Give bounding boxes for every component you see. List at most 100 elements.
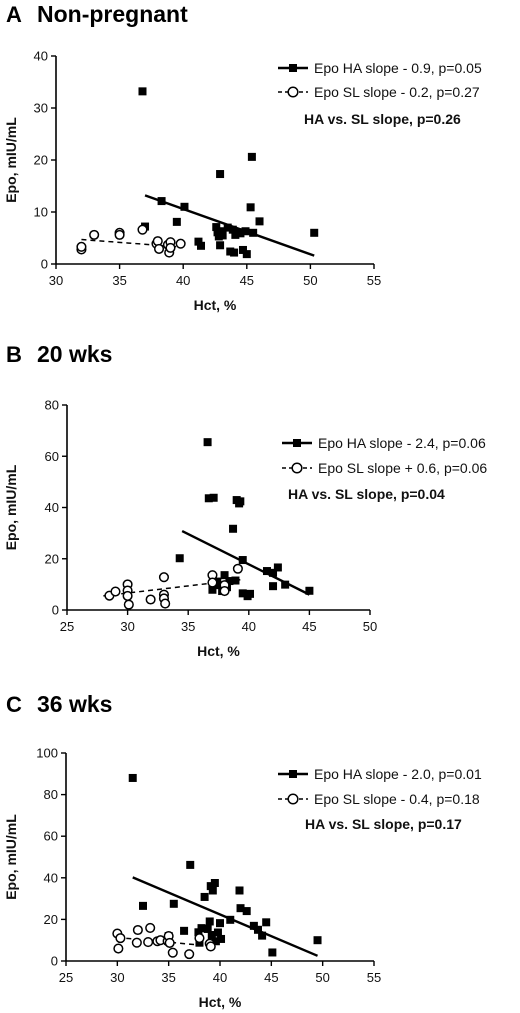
y-axis-title: Epo, mIU/mL (3, 814, 19, 900)
data-point-square (204, 494, 213, 503)
data-point-square (206, 882, 215, 891)
data-point-square (138, 87, 147, 96)
data-point-square (258, 931, 267, 940)
x-tick-label: 50 (315, 970, 329, 985)
data-point-circle (165, 242, 176, 253)
data-point-square (255, 217, 264, 226)
data-point-square (213, 928, 222, 937)
legend-marker-square (293, 439, 301, 447)
data-point-circle (164, 937, 175, 948)
data-point-circle (207, 577, 218, 588)
data-point-circle (158, 572, 170, 583)
y-tick-label: 20 (45, 551, 59, 566)
data-point-circle (113, 943, 124, 954)
chart-panel-a: A Non-pregnant 0 10 20 30 40 30 35 40 45 50 55 Hct, %… (3, 1, 482, 313)
data-point-circle (167, 947, 178, 958)
panel-letter: C (6, 692, 22, 717)
data-point-square (169, 899, 178, 908)
data-point-square (281, 580, 290, 589)
data-point-square (273, 563, 282, 572)
panel-title: Non-pregnant (37, 1, 188, 27)
data-point-square (238, 589, 247, 598)
data-point-circle (194, 933, 205, 944)
data-point-circle (219, 585, 230, 597)
x-tick-label: 35 (181, 619, 195, 634)
data-point-square (200, 892, 209, 901)
legend-label: Epo SL slope + 0.6, p=0.06 (318, 460, 487, 476)
data-point-circle (122, 590, 133, 601)
data-point-square (205, 917, 214, 926)
legend-marker-circle (287, 86, 299, 98)
data-point-square (268, 948, 277, 957)
y-axis-title: Epo, mIU/mL (3, 117, 19, 203)
data-point-circle (131, 937, 142, 948)
data-point-circle (145, 594, 156, 605)
data-point-square (242, 250, 251, 259)
data-point-circle (205, 941, 216, 952)
data-point-square (220, 571, 229, 580)
x-tick-label: 40 (176, 273, 190, 288)
data-point-circle (123, 599, 134, 610)
y-tick-label: 80 (44, 787, 58, 802)
y-tick-label: 60 (44, 829, 58, 844)
legend-label: Epo HA slope - 0.9, p=0.05 (314, 60, 482, 76)
panel-letter: A (6, 2, 22, 27)
data-point-circle (132, 924, 143, 936)
chart-panel-c: C 36 wks 0 20 40 60 80 100 25 30 35 40 45 50 55 Hct, % E… (3, 691, 482, 1010)
x-tick-label: 50 (303, 273, 317, 288)
x-axis-title: Hct, % (199, 994, 242, 1010)
data-point-square (216, 170, 225, 179)
data-point-square (249, 921, 258, 930)
data-point-square (194, 928, 203, 937)
x-tick-label: 55 (367, 970, 381, 985)
y-tick-label: 80 (45, 398, 59, 413)
legend-label: Epo HA slope - 2.4, p=0.06 (318, 435, 486, 451)
data-point-square (229, 524, 238, 533)
y-tick-label: 40 (34, 49, 48, 64)
data-point-square (236, 497, 245, 506)
data-point-square (216, 241, 225, 250)
y-tick-label: 40 (44, 870, 58, 885)
regression-line (132, 876, 319, 957)
series-sl: Epo SL slope - 0.2, p=0.27 (76, 84, 480, 258)
data-point-square (238, 556, 247, 565)
y-tick-label: 30 (34, 101, 48, 116)
data-point-square (228, 225, 237, 234)
data-point-square (208, 585, 217, 594)
y-tick-label: 40 (45, 500, 59, 515)
data-point-square (247, 152, 256, 161)
panel-letter: B (6, 342, 22, 367)
data-point-circle (143, 937, 154, 948)
data-point-square (216, 919, 224, 928)
series-ha: Epo HA slope - 2.0, p=0.01 (128, 766, 482, 957)
slope-comparison-annotation: HA vs. SL slope, p=0.04 (288, 486, 445, 502)
series-sl: Epo SL slope + 0.6, p=0.06 (103, 460, 487, 610)
data-point-square (194, 237, 203, 246)
x-tick-label: 45 (302, 619, 316, 634)
x-tick-label: 25 (59, 970, 73, 985)
data-point-square (223, 223, 232, 232)
data-point-square (246, 203, 255, 212)
data-point-square (262, 567, 271, 576)
legend-label: Epo HA slope - 2.0, p=0.01 (314, 766, 482, 782)
series-sl: Epo SL slope - 0.4, p=0.18 (112, 791, 480, 960)
data-point-square (157, 197, 166, 206)
data-point-square (230, 248, 239, 257)
x-tick-label: 50 (363, 619, 377, 634)
data-point-square (217, 934, 226, 943)
y-tick-label: 60 (45, 449, 59, 464)
data-point-square (269, 568, 278, 577)
data-point-circle (76, 241, 87, 252)
x-tick-label: 45 (264, 970, 278, 985)
x-tick-label: 25 (60, 619, 74, 634)
x-axis-title: Hct, % (197, 643, 240, 659)
x-tick-label: 35 (161, 970, 175, 985)
data-point-circle (184, 949, 195, 960)
data-point-square (175, 554, 184, 563)
data-point-square (249, 228, 258, 237)
data-point-square (139, 901, 147, 910)
data-point-square (238, 245, 247, 254)
data-point-circle (89, 229, 100, 240)
x-tick-label: 30 (110, 970, 124, 985)
y-tick-label: 20 (44, 912, 58, 927)
